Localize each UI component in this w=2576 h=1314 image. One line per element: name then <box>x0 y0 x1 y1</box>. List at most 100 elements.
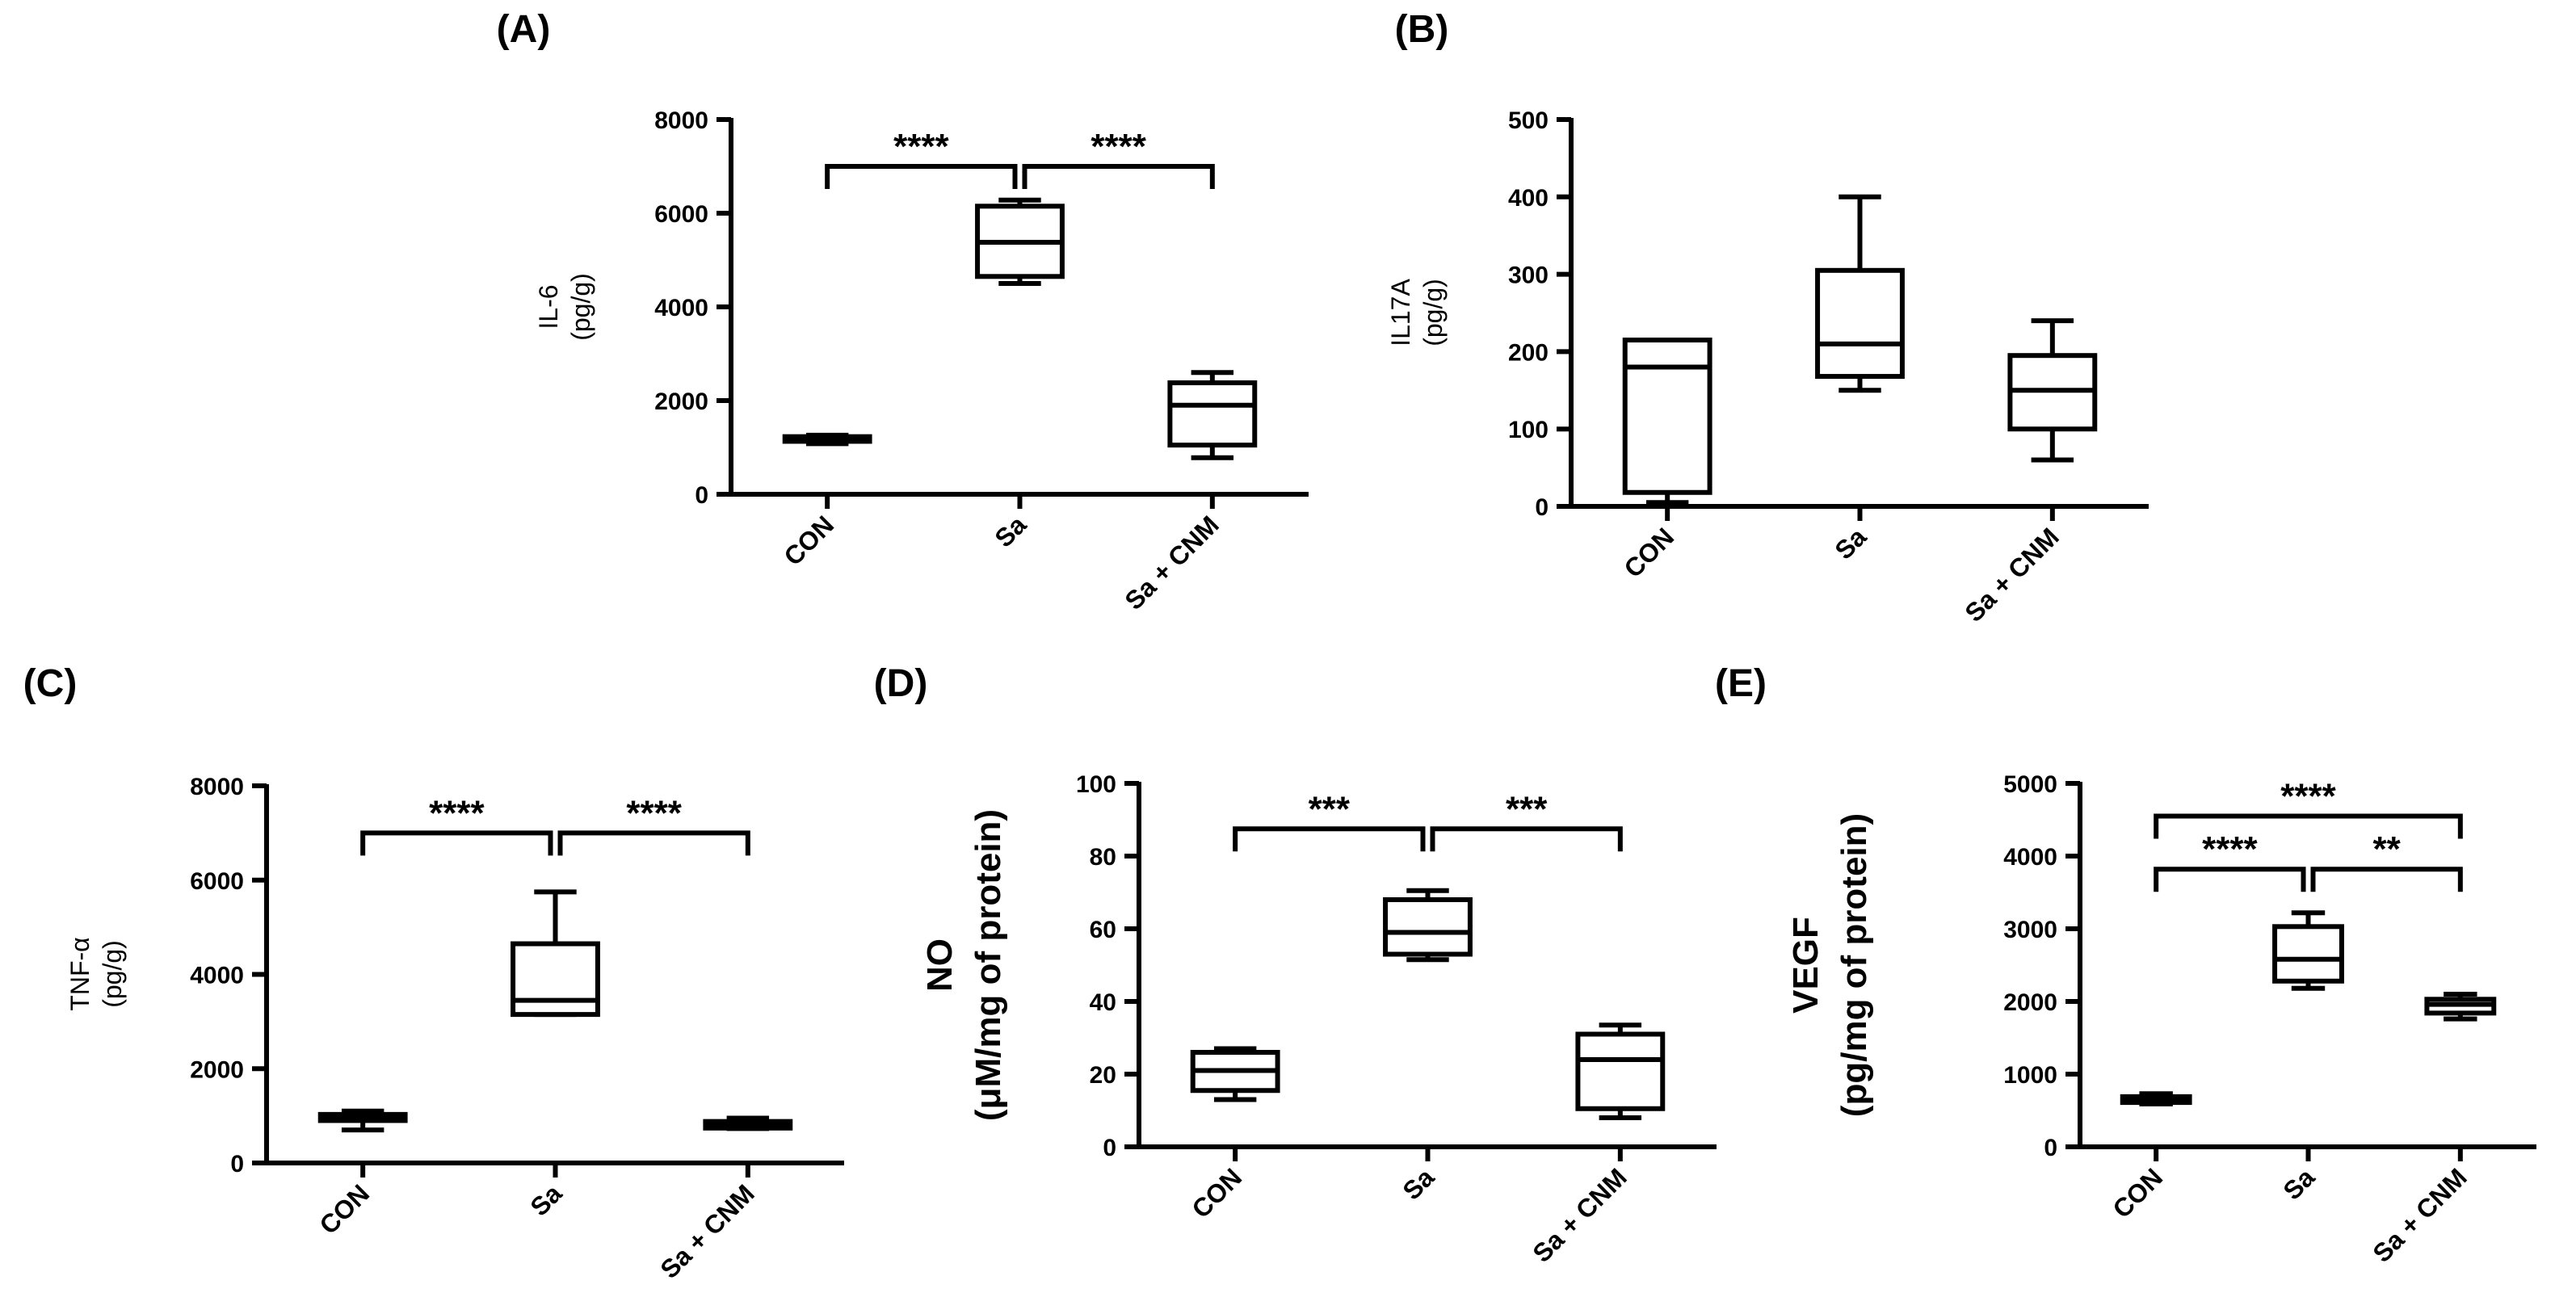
y-axis-unit-label: (pg/g) <box>1418 279 1448 346</box>
y-tick-label: 0 <box>2044 1135 2057 1161</box>
y-axis-label: IL-6 <box>534 284 563 329</box>
chart-panel-2: (C) TNF-α (pg/g) 0 2000 4000 6000 8000 CON Sa Sa +… <box>23 662 844 1284</box>
box-plot-1 <box>975 197 1065 286</box>
x-tick-label: CON <box>1618 522 1679 583</box>
significance-label: **** <box>2280 777 2336 817</box>
significance-bracket-1: **** <box>1022 127 1215 189</box>
box-plot-1 <box>2272 910 2344 991</box>
box-iqr <box>1575 1031 1666 1111</box>
box-plot-1 <box>1383 888 1473 963</box>
y-tick-label: 6000 <box>654 201 708 228</box>
chart-panel-4: (E) VEGF (pg/mg of protein) 0 1000 2000 3000 40… <box>1715 662 2536 1268</box>
bracket-line <box>825 164 1018 189</box>
box-iqr <box>2272 924 2344 984</box>
chart-panel-0: (A) IL-6 (pg/g) 0 2000 4000 6000 8000 CON Sa Sa + … <box>497 8 1309 615</box>
box-plot-2 <box>2007 318 2098 463</box>
y-tick-label: 4000 <box>190 963 244 989</box>
y-tick-label: 1000 <box>2003 1062 2057 1089</box>
panel-label: (D) <box>874 662 928 705</box>
significance-bracket-1: **** <box>557 793 750 856</box>
y-tick-label: 60 <box>1090 917 1116 943</box>
panel-label: (E) <box>1715 662 1767 705</box>
y-axis-unit-label: (pg/mg of protein) <box>1834 813 1874 1117</box>
bracket-line <box>360 830 553 856</box>
significance-label: **** <box>2202 829 2258 869</box>
y-tick-label: 8000 <box>654 107 708 134</box>
box-iqr <box>1167 380 1258 448</box>
significance-label: **** <box>626 793 682 833</box>
x-tick-label: CON <box>1186 1162 1247 1224</box>
y-tick-label: 2000 <box>190 1056 244 1083</box>
significance-label: **** <box>429 793 485 833</box>
y-tick-label: 20 <box>1090 1062 1116 1089</box>
box-plot-1 <box>511 889 600 1018</box>
x-tick-label: CON <box>313 1178 375 1240</box>
y-tick-label: 5000 <box>2003 771 2057 798</box>
panel-label: (A) <box>497 8 551 51</box>
box-iqr <box>511 941 600 1018</box>
bracket-line <box>2154 867 2306 892</box>
significance-bracket-2: ** <box>2310 829 2463 892</box>
y-tick-label: 8000 <box>190 774 244 800</box>
x-tick-label: Sa <box>524 1178 567 1221</box>
y-tick-label: 500 <box>1508 107 1549 134</box>
y-axis-label: VEGF <box>1786 917 1826 1014</box>
box-plot-2 <box>1575 1022 1666 1120</box>
box-plot-2 <box>703 1115 793 1131</box>
box-plot-0 <box>317 1108 408 1133</box>
significance-label: **** <box>1090 127 1146 166</box>
bracket-line <box>557 830 750 856</box>
x-tick-label: Sa + CNM <box>1119 510 1224 615</box>
y-tick-label: 0 <box>1535 494 1549 521</box>
y-tick-label: 0 <box>1103 1135 1116 1161</box>
y-tick-label: 4000 <box>2003 844 2057 871</box>
x-tick-label: CON <box>2107 1162 2168 1224</box>
box-iqr <box>1815 267 1905 380</box>
y-tick-label: 80 <box>1090 844 1116 871</box>
chart-panel-1: (B) IL17A (pg/g) 0 100 200 300 400 500 CON Sa Sa + … <box>1386 8 2149 628</box>
x-tick-label: CON <box>778 510 839 571</box>
significance-label: ** <box>2373 829 2402 869</box>
y-tick-label: 6000 <box>190 868 244 895</box>
y-axis-label: IL17A <box>1386 279 1415 346</box>
significance-bracket-0: **** <box>825 127 1018 189</box>
y-axis-unit-label: (pg/g) <box>566 273 595 341</box>
y-tick-label: 0 <box>230 1151 244 1178</box>
y-tick-label: 4000 <box>654 295 708 321</box>
significance-bracket-0: **** <box>360 793 553 856</box>
panel-label: (C) <box>23 662 78 705</box>
y-tick-label: 2000 <box>2003 989 2057 1016</box>
x-tick-label: Sa <box>1397 1162 1439 1205</box>
bracket-line <box>2310 867 2463 892</box>
y-tick-label: 400 <box>1508 185 1549 212</box>
x-tick-label: Sa <box>989 510 1032 552</box>
y-tick-label: 0 <box>695 482 708 509</box>
y-tick-label: 200 <box>1508 339 1549 366</box>
box-plot-0 <box>1622 338 1712 506</box>
x-tick-label: Sa + CNM <box>1527 1162 1632 1267</box>
box-iqr <box>1383 897 1473 957</box>
y-axis-unit-label: (μM/mg of protein) <box>969 809 1008 1121</box>
box-plot-2 <box>2424 992 2497 1022</box>
x-tick-label: Sa + CNM <box>1959 522 2064 627</box>
x-tick-label: Sa + CNM <box>654 1178 759 1283</box>
box-plot-0 <box>782 432 872 447</box>
significance-bracket-0: **** <box>2154 777 2463 839</box>
significance-bracket-0: *** <box>1233 789 1426 852</box>
box-plot-0 <box>2120 1091 2192 1106</box>
box-plot-1 <box>1815 194 1905 393</box>
y-tick-label: 100 <box>1508 417 1549 443</box>
significance-bracket-1: **** <box>2154 829 2306 892</box>
chart-panel-3: (D) NO (μM/mg of protein) 0 20 40 60 80 100 CON Sa… <box>874 662 1717 1268</box>
y-axis-unit-label: (pg/g) <box>98 940 127 1008</box>
bracket-line <box>1233 826 1426 852</box>
significance-label: *** <box>1309 789 1351 829</box>
significance-label: *** <box>1506 789 1548 829</box>
box-plot-0 <box>1190 1046 1280 1102</box>
y-tick-label: 2000 <box>654 388 708 415</box>
y-tick-label: 300 <box>1508 262 1549 289</box>
y-tick-label: 40 <box>1090 989 1116 1016</box>
y-axis-label: TNF-α <box>65 937 95 1010</box>
bracket-line <box>2154 813 2463 839</box>
